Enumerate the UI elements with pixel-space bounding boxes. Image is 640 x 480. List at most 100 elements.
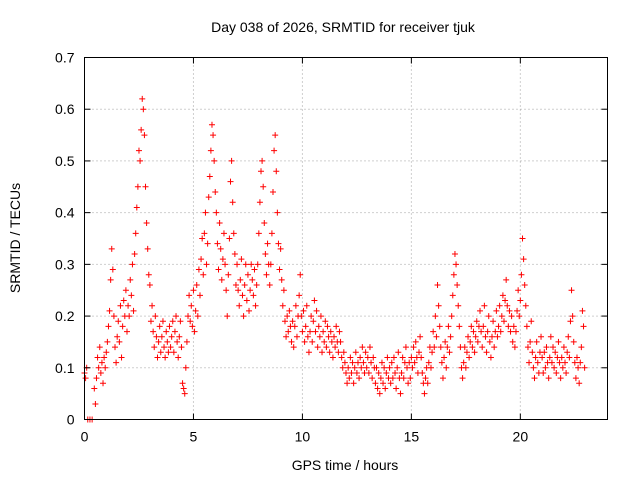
data-point (215, 266, 222, 273)
data-point (106, 307, 113, 314)
data-point (180, 385, 187, 392)
data-point (436, 323, 443, 330)
data-point (275, 240, 282, 247)
data-point (192, 307, 199, 314)
data-point (430, 328, 437, 335)
data-point (208, 121, 215, 128)
data-point (397, 390, 404, 397)
data-point (491, 344, 498, 351)
data-point (534, 359, 541, 366)
data-point (409, 364, 416, 371)
data-point (225, 271, 232, 278)
data-point (578, 344, 585, 351)
data-point (137, 157, 144, 164)
data-point (324, 323, 331, 330)
data-point (346, 375, 353, 382)
data-point (157, 349, 164, 356)
data-point (395, 349, 402, 356)
data-point (255, 230, 262, 237)
data-point (105, 323, 112, 330)
data-point (450, 271, 457, 278)
data-point (417, 333, 424, 340)
data-point (201, 230, 208, 237)
data-point (110, 313, 117, 320)
data-point (402, 344, 409, 351)
x-tick-label: 20 (513, 429, 529, 445)
data-point (408, 354, 415, 361)
y-tick-label: 0.3 (55, 256, 75, 272)
data-point (260, 183, 267, 190)
data-point (166, 323, 173, 330)
y-tick-label: 0.5 (55, 153, 75, 169)
data-point (93, 375, 100, 382)
data-point (297, 271, 304, 278)
data-point (438, 359, 445, 366)
data-point (575, 364, 582, 371)
data-point (559, 364, 566, 371)
data-point (167, 344, 174, 351)
data-point (104, 338, 111, 345)
data-point (101, 354, 108, 361)
data-point (122, 287, 129, 294)
data-point (182, 364, 189, 371)
data-point (158, 333, 165, 340)
data-point (502, 297, 509, 304)
y-tick-label: 0.2 (55, 308, 75, 324)
data-point (377, 375, 384, 382)
data-point (159, 318, 166, 325)
data-point (162, 354, 169, 361)
data-point (235, 287, 242, 294)
data-point (103, 349, 110, 356)
data-point (186, 292, 193, 299)
data-point (520, 256, 527, 263)
data-point (213, 209, 220, 216)
data-point (556, 359, 563, 366)
data-point (570, 338, 577, 345)
data-point (119, 323, 126, 330)
data-point (315, 323, 322, 330)
data-point (546, 354, 553, 361)
data-point (427, 364, 434, 371)
data-point (568, 287, 575, 294)
data-point (343, 369, 349, 376)
data-point (185, 313, 192, 320)
data-point (196, 292, 203, 299)
data-point (579, 307, 586, 314)
y-axis-label: SRMTID / TECUs (7, 183, 23, 293)
data-point (244, 271, 251, 278)
data-point (479, 344, 486, 351)
data-point (117, 302, 124, 309)
data-point (353, 369, 360, 376)
data-point (461, 344, 468, 351)
data-point (503, 276, 510, 283)
data-point (129, 261, 136, 268)
data-point (325, 333, 332, 340)
data-point (128, 292, 135, 299)
data-point (264, 240, 271, 247)
data-point (381, 364, 388, 371)
data-point (388, 359, 395, 366)
data-point (354, 359, 361, 366)
data-point (194, 313, 201, 320)
data-point (478, 328, 485, 335)
data-point (248, 261, 255, 268)
data-point (323, 344, 330, 351)
data-point (338, 354, 345, 361)
data-point (91, 385, 98, 392)
data-point (312, 328, 319, 335)
data-point (188, 302, 195, 309)
data-point (82, 375, 89, 382)
x-tick-label: 15 (404, 429, 420, 445)
data-point (463, 349, 470, 356)
plot-frame (84, 57, 608, 420)
data-point (372, 380, 379, 387)
data-point (448, 313, 455, 320)
data-point (272, 132, 279, 139)
data-point (497, 328, 504, 335)
data-point (347, 354, 354, 361)
data-point (228, 157, 235, 164)
data-point (548, 359, 555, 366)
data-point (314, 344, 321, 351)
data-point (309, 338, 316, 345)
data-point (220, 230, 227, 237)
